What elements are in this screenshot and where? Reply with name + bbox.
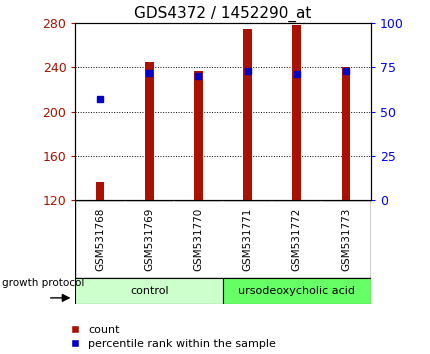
Text: GSM531772: GSM531772 — [291, 207, 301, 271]
Text: GSM531768: GSM531768 — [95, 207, 105, 271]
Title: GDS4372 / 1452290_at: GDS4372 / 1452290_at — [134, 5, 311, 22]
Legend: count, percentile rank within the sample: count, percentile rank within the sample — [66, 321, 280, 353]
Bar — [194, 70, 203, 200]
Text: control: control — [129, 286, 168, 296]
Bar — [341, 67, 350, 200]
Bar — [75, 278, 223, 304]
Bar — [144, 62, 154, 200]
Text: GSM531771: GSM531771 — [242, 207, 252, 271]
Bar — [223, 278, 370, 304]
Text: growth protocol: growth protocol — [2, 278, 84, 288]
Text: GSM531770: GSM531770 — [193, 207, 203, 270]
Text: GSM531773: GSM531773 — [340, 207, 350, 271]
Bar — [292, 25, 301, 200]
Text: GSM531769: GSM531769 — [144, 207, 154, 271]
Text: ursodeoxycholic acid: ursodeoxycholic acid — [238, 286, 354, 296]
Bar — [95, 182, 104, 200]
Bar — [243, 29, 252, 200]
